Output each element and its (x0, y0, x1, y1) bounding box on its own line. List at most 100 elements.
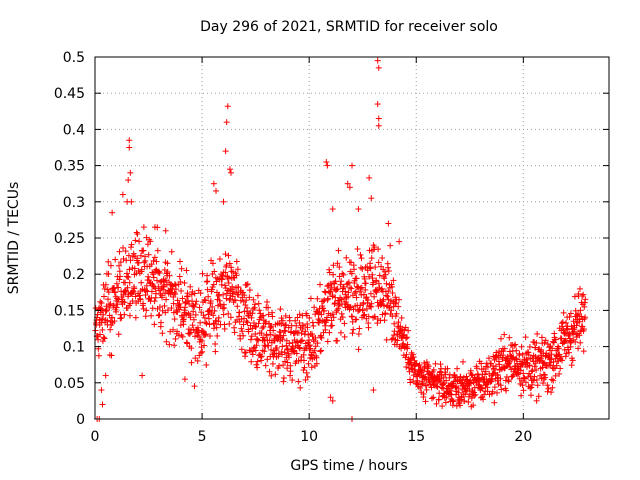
data-point (375, 64, 382, 71)
data-points (92, 57, 589, 422)
data-point (434, 383, 441, 390)
data-point (204, 272, 211, 279)
data-point (95, 336, 102, 343)
data-point (485, 355, 492, 362)
data-point (265, 311, 272, 318)
data-point (176, 300, 183, 307)
data-point (339, 314, 346, 321)
data-point (284, 365, 291, 372)
data-point (311, 347, 318, 354)
data-point (534, 382, 541, 389)
data-point (102, 372, 109, 379)
data-point (298, 330, 305, 337)
data-point (139, 372, 146, 379)
data-point (348, 285, 355, 292)
data-point (423, 359, 430, 366)
data-point (211, 268, 218, 275)
data-point (207, 297, 214, 304)
data-point (533, 367, 540, 374)
data-point (506, 360, 513, 367)
data-point (126, 144, 133, 151)
data-point (374, 320, 381, 327)
data-point (533, 397, 540, 404)
data-point (307, 295, 314, 302)
data-point (226, 260, 233, 267)
data-point (301, 331, 308, 338)
data-point (343, 299, 350, 306)
data-point (210, 180, 217, 187)
data-point (244, 319, 251, 326)
data-point (580, 348, 587, 355)
data-point (532, 344, 539, 351)
data-point (455, 389, 462, 396)
data-point (98, 300, 105, 307)
data-point (260, 323, 267, 330)
data-point (312, 334, 319, 341)
data-point (268, 372, 275, 379)
data-point (567, 343, 574, 350)
data-point (559, 319, 566, 326)
data-point (297, 384, 304, 391)
data-point (548, 351, 555, 358)
data-point (439, 403, 446, 410)
data-point (237, 335, 244, 342)
data-point (372, 264, 379, 271)
data-point (383, 336, 390, 343)
data-point (296, 344, 303, 351)
data-point (314, 295, 321, 302)
data-point (125, 177, 132, 184)
data-point (304, 373, 311, 380)
data-point (555, 345, 562, 352)
data-point (212, 348, 219, 355)
data-point (226, 296, 233, 303)
data-point (142, 313, 149, 320)
y-tick-label: 0.2 (63, 267, 85, 283)
data-point (388, 307, 395, 314)
data-point (230, 274, 237, 281)
data-point (128, 244, 135, 251)
data-point (572, 338, 579, 345)
data-point (511, 342, 518, 349)
data-point (310, 338, 317, 345)
data-point (501, 345, 508, 352)
data-point (177, 278, 184, 285)
data-point (582, 314, 589, 321)
data-point (286, 340, 293, 347)
data-point (395, 303, 402, 310)
data-point (408, 361, 415, 368)
data-point (233, 258, 240, 265)
data-point (131, 285, 138, 292)
data-point (557, 365, 564, 372)
data-point (512, 355, 519, 362)
data-point (375, 122, 382, 129)
data-point (538, 375, 545, 382)
data-point (329, 322, 336, 329)
data-point (341, 333, 348, 340)
y-tick-label: 0 (76, 412, 85, 428)
data-point (305, 360, 312, 367)
data-point (106, 304, 113, 311)
data-point (239, 328, 246, 335)
data-point (117, 259, 124, 266)
data-point (211, 325, 218, 332)
data-point (223, 119, 230, 126)
data-point (248, 333, 255, 340)
data-point (234, 266, 241, 273)
data-point (304, 324, 311, 331)
data-point (420, 390, 427, 397)
data-point (203, 320, 210, 327)
data-point (155, 312, 162, 319)
data-point (519, 351, 526, 358)
data-point (576, 318, 583, 325)
data-point (275, 350, 282, 357)
data-point (181, 279, 188, 286)
data-point (513, 347, 520, 354)
data-point (480, 396, 487, 403)
data-point (367, 260, 374, 267)
data-point (496, 361, 503, 368)
data-point (545, 385, 552, 392)
data-point (284, 359, 291, 366)
data-point (310, 322, 317, 329)
data-point (236, 309, 243, 316)
